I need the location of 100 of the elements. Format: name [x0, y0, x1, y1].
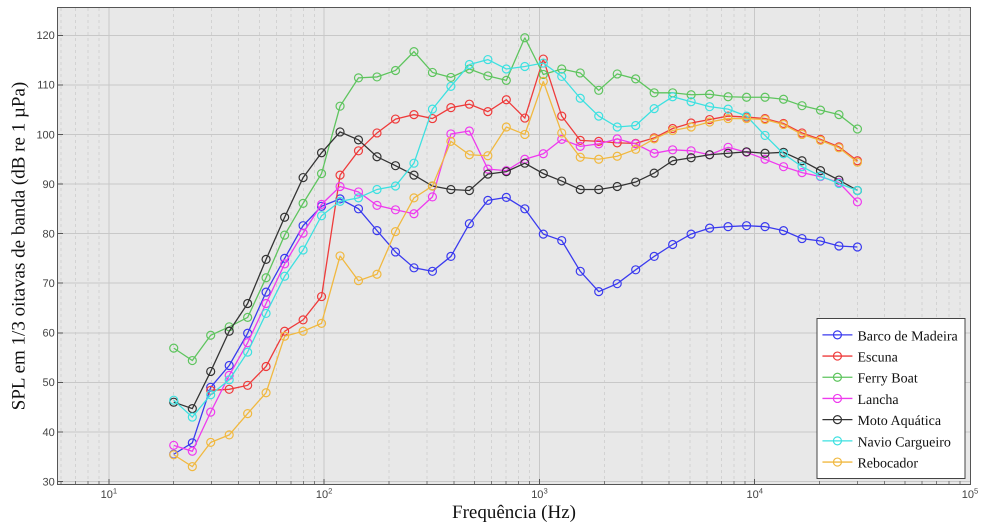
point [409, 209, 419, 218]
point [483, 151, 492, 160]
point [464, 60, 474, 70]
point [243, 298, 252, 308]
point [464, 150, 474, 160]
point [650, 252, 659, 262]
y-tick-label: 90 [42, 178, 55, 191]
x-tick-label: 10$^{2}$ [316, 486, 332, 502]
point [483, 54, 492, 64]
point [224, 384, 234, 394]
point [723, 148, 733, 158]
point [668, 88, 678, 98]
point [834, 175, 844, 185]
point [668, 92, 678, 102]
point [705, 114, 714, 124]
point [372, 226, 382, 236]
point [852, 124, 862, 134]
point [686, 122, 696, 132]
legend-label: Barco de Madeira [857, 329, 959, 344]
point [446, 82, 456, 91]
point [760, 222, 770, 232]
point [372, 200, 382, 210]
point [372, 152, 382, 162]
point [612, 182, 622, 192]
point [612, 279, 622, 288]
point [243, 328, 252, 338]
point [742, 221, 752, 230]
point [594, 184, 604, 194]
point [538, 149, 548, 158]
point [224, 322, 234, 332]
point [390, 247, 400, 257]
point [188, 356, 197, 366]
x-axis-title: Frequência (Hz) [452, 502, 576, 523]
point [520, 204, 530, 214]
point [354, 187, 364, 197]
point [409, 170, 419, 180]
point [594, 287, 604, 296]
x-tick-label: 10$^{4}$ [746, 486, 764, 502]
point [243, 312, 252, 322]
point [390, 161, 400, 170]
y-tick-label: 70 [42, 278, 55, 290]
point [372, 270, 382, 279]
point [335, 251, 345, 261]
point [298, 315, 308, 324]
point [797, 234, 807, 244]
point [390, 114, 400, 124]
point [354, 276, 364, 286]
point [668, 145, 678, 154]
legend-label: Navio Cargueiro [857, 435, 951, 450]
point [538, 54, 548, 64]
point [538, 70, 548, 80]
y-tick-label: 60 [42, 328, 55, 340]
point [428, 104, 438, 114]
point [372, 72, 382, 82]
point [594, 154, 604, 164]
point [446, 103, 456, 112]
point [520, 33, 530, 42]
point [261, 288, 271, 297]
point [446, 184, 456, 194]
x-tick-label: 10$^{5}$ [962, 486, 978, 502]
point [261, 388, 271, 398]
point [631, 144, 640, 154]
point [834, 241, 844, 251]
point [316, 148, 326, 158]
point [280, 326, 290, 336]
point [797, 168, 807, 178]
point [612, 134, 622, 144]
point [686, 97, 696, 106]
point [428, 68, 438, 78]
point [538, 230, 548, 239]
point [446, 136, 456, 146]
point [298, 228, 308, 238]
point [354, 135, 364, 144]
point [686, 230, 696, 239]
point [576, 142, 585, 151]
point [631, 265, 640, 274]
point [354, 193, 364, 202]
y-tick-label: 110 [37, 80, 55, 92]
point [502, 192, 511, 202]
point [464, 186, 474, 196]
point [446, 252, 456, 262]
point [686, 118, 696, 128]
x-tick-label: 10$^{3}$ [531, 486, 548, 502]
point [612, 152, 622, 161]
point [557, 128, 566, 138]
point [464, 126, 474, 136]
point [502, 76, 511, 85]
point [354, 204, 364, 214]
point [206, 330, 216, 340]
legend-label: Escuna [857, 350, 899, 366]
point [188, 438, 197, 448]
point [816, 236, 826, 246]
point [650, 88, 659, 98]
point [261, 362, 271, 372]
point [778, 226, 788, 236]
point [723, 114, 733, 124]
point [557, 134, 566, 144]
point [261, 308, 271, 318]
point [409, 110, 419, 120]
point [261, 298, 271, 308]
